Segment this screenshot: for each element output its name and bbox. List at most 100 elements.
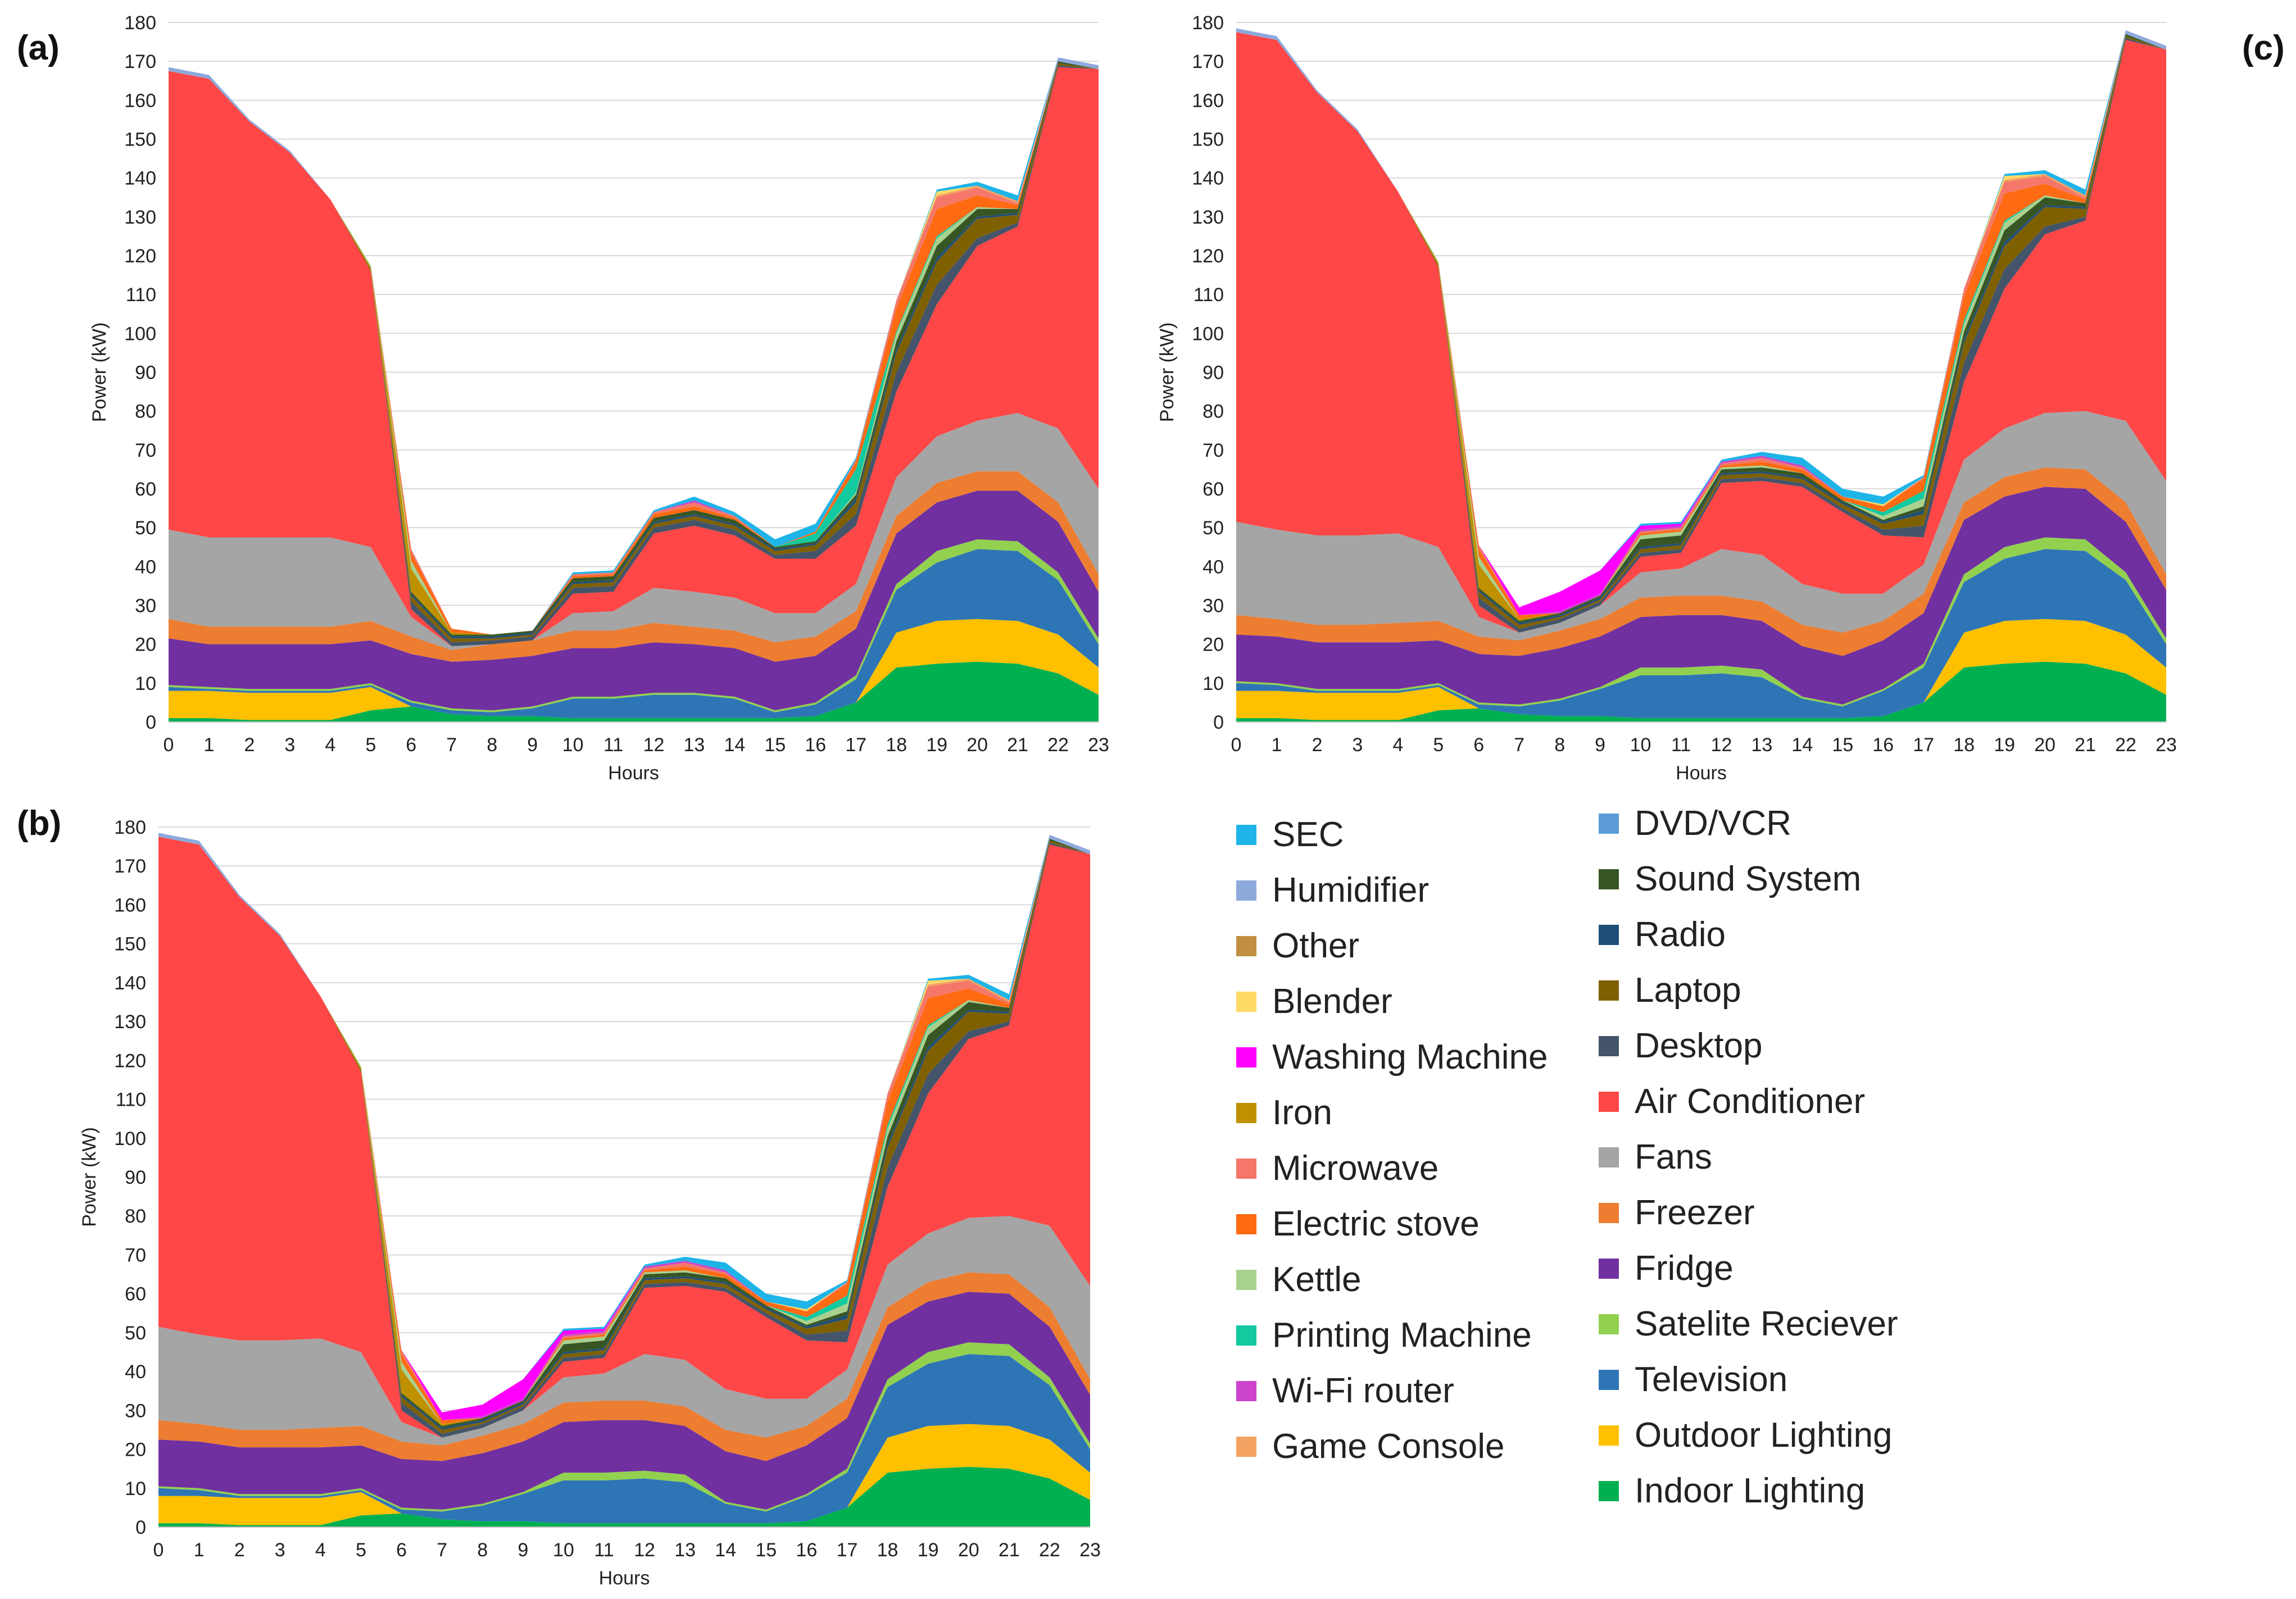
y-tick-label: 90 <box>125 1167 146 1188</box>
panel-tag-b: (b) <box>17 804 62 843</box>
x-tick-label: 22 <box>2115 734 2136 756</box>
area-fridge <box>1236 487 2166 705</box>
area-desktop <box>1236 32 2166 633</box>
y-tick-label: 30 <box>1203 596 1224 617</box>
chart-c: 0102030405060708090100110120130140150160… <box>1156 12 2177 784</box>
x-tick-label: 19 <box>918 1539 939 1561</box>
y-tick-label: 130 <box>114 1011 146 1033</box>
legend-label: Washing Machine <box>1272 1038 1548 1076</box>
x-tick-label: 18 <box>886 734 907 756</box>
y-tick-label: 0 <box>1213 712 1224 733</box>
x-tick-label: 15 <box>1832 734 1853 756</box>
x-tick-label: 21 <box>1007 734 1028 756</box>
legend-item-humidifier: Humidifier <box>1236 870 1429 910</box>
y-tick-label: 0 <box>146 712 156 733</box>
legend-item-desktop: Desktop <box>1599 1026 1762 1066</box>
y-tick-label: 110 <box>116 1089 146 1111</box>
x-tick-label: 0 <box>153 1539 164 1561</box>
y-tick-label: 120 <box>1192 246 1224 267</box>
x-tick-label: 10 <box>1630 734 1651 756</box>
x-tick-label: 19 <box>926 734 947 756</box>
legend-label: Microwave <box>1272 1149 1439 1188</box>
x-tick-label: 10 <box>562 734 584 756</box>
legend-label: DVD/VCR <box>1635 804 1792 843</box>
legend-item-wi-fi-router: Wi-Fi router <box>1236 1371 1454 1411</box>
x-tick-label: 3 <box>1352 734 1363 756</box>
y-tick-label: 140 <box>114 973 146 994</box>
y-tick-label: 150 <box>124 129 156 151</box>
x-tick-label: 1 <box>194 1539 205 1561</box>
legend-item-dvd-vcr: DVD/VCR <box>1599 803 1791 843</box>
legend-item-laptop: Laptop <box>1599 970 1741 1010</box>
legend-item-sec: SEC <box>1236 815 1344 855</box>
legend-label: Sound System <box>1635 860 1862 898</box>
x-tick-label: 4 <box>1392 734 1403 756</box>
x-tick-label: 22 <box>1047 734 1069 756</box>
x-tick-label: 5 <box>365 734 376 756</box>
x-tick-label: 4 <box>315 1539 326 1561</box>
y-tick-label: 110 <box>1194 284 1224 306</box>
y-tick-label: 170 <box>114 856 146 877</box>
x-tick-label: 14 <box>724 734 745 756</box>
legend-label: Kettle <box>1272 1260 1362 1299</box>
legend-item-electric-stove: Electric stove <box>1236 1204 1480 1244</box>
area-fans <box>158 1216 1090 1446</box>
x-tick-label: 16 <box>805 734 826 756</box>
y-tick-label: 130 <box>1192 207 1224 228</box>
x-tick-label: 2 <box>1312 734 1322 756</box>
legend-swatch <box>1599 980 1619 1001</box>
legend-swatch <box>1599 1369 1619 1390</box>
x-tick-label: 22 <box>1039 1539 1060 1561</box>
y-tick-label: 50 <box>135 517 156 539</box>
x-axis-title: Hours <box>1676 762 1727 784</box>
legend-item-fans: Fans <box>1599 1137 1712 1177</box>
y-tick-label: 60 <box>125 1284 146 1305</box>
area-laptop <box>1236 32 2166 629</box>
area-fans <box>169 413 1099 651</box>
legend-label: Wi-Fi router <box>1272 1371 1454 1410</box>
area-indoor-lighting <box>158 1466 1090 1527</box>
legend-item-microwave: Microwave <box>1236 1148 1439 1188</box>
legend-swatch <box>1236 1269 1256 1290</box>
x-tick-label: 7 <box>446 734 457 756</box>
area-laptop <box>158 837 1090 1434</box>
y-tick-label: 150 <box>114 934 146 955</box>
legend-swatch <box>1236 880 1256 901</box>
area-sec <box>1236 28 2166 607</box>
legend-swatch <box>1236 1214 1256 1234</box>
area-kettle <box>1236 32 2166 619</box>
area-television <box>1236 549 2166 719</box>
y-axis-title: Power (kW) <box>89 322 110 423</box>
area-television <box>158 1353 1090 1524</box>
y-tick-label: 10 <box>135 673 156 694</box>
x-tick-label: 21 <box>999 1539 1020 1561</box>
legend-label: Desktop <box>1635 1026 1763 1065</box>
x-tick-label: 12 <box>643 734 665 756</box>
x-tick-label: 11 <box>1671 734 1691 756</box>
area-fridge <box>169 490 1099 711</box>
legend-swatch <box>1599 924 1619 945</box>
y-tick-label: 20 <box>1203 634 1224 656</box>
legend-label: Blender <box>1272 982 1392 1021</box>
x-tick-label: 16 <box>1872 734 1894 756</box>
area-outdoor-lighting <box>158 1424 1090 1525</box>
x-tick-label: 8 <box>1554 734 1565 756</box>
x-tick-label: 6 <box>1473 734 1484 756</box>
x-tick-label: 11 <box>594 1539 614 1561</box>
y-tick-label: 90 <box>1203 362 1224 384</box>
y-tick-label: 130 <box>124 207 156 228</box>
legend-swatch <box>1236 1047 1256 1067</box>
y-tick-label: 20 <box>135 634 156 656</box>
legend-item-air-conditioner: Air Conditioner <box>1599 1082 1865 1121</box>
legend-label: Electric stove <box>1272 1205 1480 1243</box>
x-tick-label: 13 <box>674 1539 696 1561</box>
legend-swatch <box>1599 1480 1619 1501</box>
area-kettle <box>158 837 1090 1424</box>
x-tick-label: 17 <box>837 1539 858 1561</box>
area-air-conditioner <box>1236 32 2166 633</box>
legend-item-indoor-lighting: Indoor Lighting <box>1599 1471 1865 1511</box>
x-tick-label: 8 <box>487 734 497 756</box>
y-tick-label: 150 <box>1192 129 1224 151</box>
x-tick-label: 23 <box>2156 734 2177 756</box>
x-tick-label: 23 <box>1079 1539 1101 1561</box>
